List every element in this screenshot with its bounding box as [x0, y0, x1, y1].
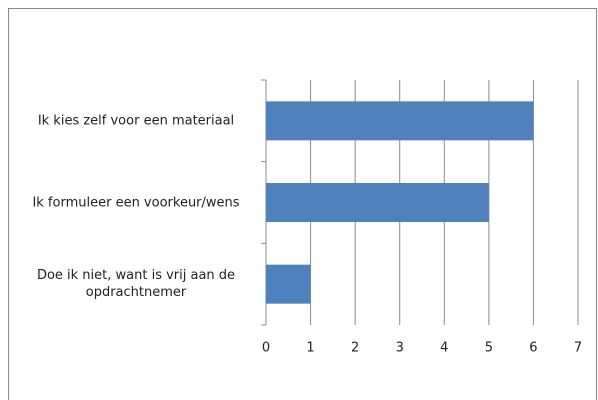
x-tick-label: 4	[440, 341, 448, 356]
chart-frame	[8, 8, 597, 400]
bar	[266, 183, 489, 222]
y-tick-label: Doe ik niet, want is vrij aan de opdrach…	[36, 268, 236, 301]
x-tick-label: 1	[306, 341, 314, 356]
x-tick-label: 3	[396, 341, 404, 356]
x-tick-label: 0	[262, 341, 270, 356]
bar	[266, 101, 534, 141]
bar	[266, 264, 311, 304]
x-tick-label: 5	[485, 341, 493, 356]
y-tick-label: Ik kies zelf voor een materiaal	[37, 113, 235, 129]
x-tick-label: 6	[529, 341, 537, 356]
y-tick-label: Ik formuleer een voorkeur/wens	[32, 195, 240, 210]
x-tick-label: 7	[574, 341, 582, 356]
x-tick-label: 2	[351, 341, 359, 356]
